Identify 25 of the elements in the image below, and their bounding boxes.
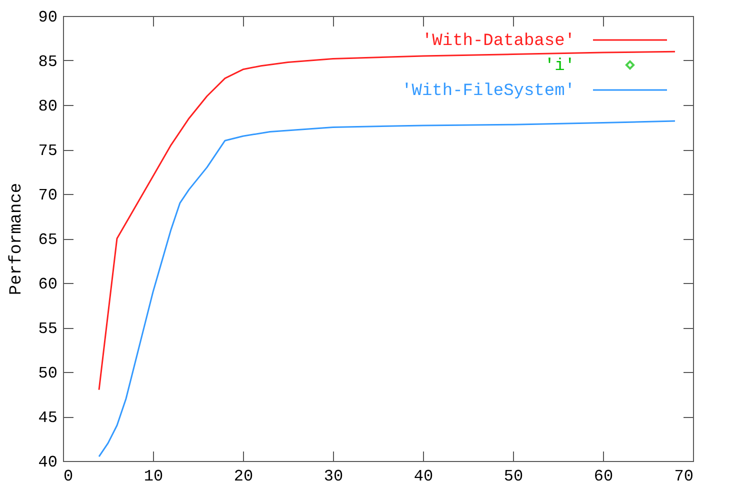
y-tick-label: 80: [38, 98, 58, 116]
y-tick-label: 75: [38, 142, 58, 160]
x-tick-label: 30: [324, 468, 344, 486]
x-tick-label: 0: [64, 468, 74, 486]
x-tick-label: 40: [414, 468, 434, 486]
x-tick-label: 10: [144, 468, 164, 486]
y-tick-label: 65: [38, 231, 58, 249]
y-tick-label: 70: [38, 186, 58, 204]
y-tick-label: 50: [38, 364, 58, 382]
y-tick-label: 40: [38, 454, 58, 472]
x-tick-label: 70: [674, 468, 694, 486]
line-series: [98, 120, 676, 458]
legend-label: 'i': [544, 57, 575, 76]
y-tick-label: 85: [38, 53, 58, 71]
y-tick-label: 90: [38, 8, 58, 26]
line-series: [98, 50, 676, 391]
legend-label: 'With-Database': [422, 32, 575, 51]
y-tick-label: 60: [38, 276, 58, 294]
x-tick-label: 20: [234, 468, 254, 486]
y-tick-label: 55: [38, 320, 58, 338]
legend-label: 'With-FileSystem': [402, 82, 575, 101]
y-tick-label: 45: [38, 409, 58, 427]
x-tick-label: 60: [594, 468, 614, 486]
y-axis-title: Performance: [7, 182, 26, 296]
x-tick-label: 50: [504, 468, 524, 486]
